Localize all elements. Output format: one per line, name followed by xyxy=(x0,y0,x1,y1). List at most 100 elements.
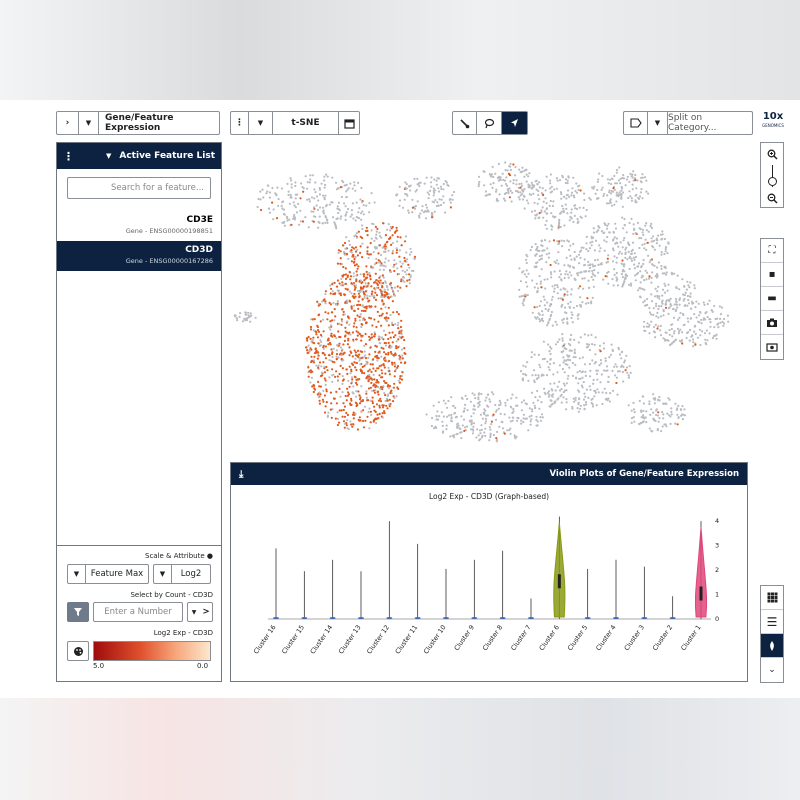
scatter-point xyxy=(334,417,337,420)
brush-tool-button[interactable] xyxy=(453,112,478,134)
scatter-point xyxy=(683,414,687,417)
filter-button[interactable] xyxy=(67,602,89,622)
fit-view-button[interactable]: ⛶ xyxy=(761,239,783,263)
scatter-point xyxy=(518,168,521,171)
caret-down-icon[interactable]: ▼ xyxy=(105,152,112,160)
scatter-point xyxy=(580,249,583,252)
scatter-point xyxy=(319,206,322,209)
info-icon[interactable]: ● xyxy=(206,552,213,560)
scatter-point xyxy=(579,296,582,299)
tsne-scatter-plot[interactable] xyxy=(226,142,756,458)
split-category-selector[interactable]: ▼ Split on Category... xyxy=(623,111,753,135)
violin-base xyxy=(301,617,308,619)
scatter-point xyxy=(543,387,546,390)
scatter-point xyxy=(343,426,346,429)
list-view-button[interactable]: ☰ xyxy=(761,610,783,634)
scatter-point xyxy=(638,195,642,198)
scatter-point xyxy=(369,410,372,413)
scatter-point xyxy=(321,300,324,303)
scatter-point xyxy=(351,355,354,358)
download-icon[interactable]: ⤓ xyxy=(239,468,244,480)
scatter-point xyxy=(355,330,358,333)
palette-button[interactable] xyxy=(67,641,89,661)
scatter-point xyxy=(647,192,650,195)
scatter-point xyxy=(597,391,600,394)
lasso-tool-button[interactable] xyxy=(477,112,502,134)
scatter-point xyxy=(354,234,357,237)
scatter-point xyxy=(680,414,683,417)
split-dropdown-arrow[interactable]: ▼ xyxy=(648,112,668,134)
count-number-input[interactable]: Enter a Number xyxy=(93,602,183,622)
scatter-point xyxy=(604,223,607,226)
tag-button[interactable] xyxy=(624,112,648,134)
plot-menu-button[interactable]: ⋮ xyxy=(231,112,249,134)
projection-dropdown-arrow[interactable]: ▼ xyxy=(79,112,99,134)
scatter-point xyxy=(352,217,355,220)
scatter-point xyxy=(330,324,333,327)
collapse-panel-button[interactable]: ⌄ xyxy=(761,658,783,682)
scatter-point xyxy=(535,418,538,422)
plot-type-selector[interactable]: ⋮ ▼ t-SNE xyxy=(230,111,360,135)
scatter-point xyxy=(458,427,461,430)
scatter-point xyxy=(559,288,562,291)
scatter-point xyxy=(549,352,552,356)
zoom-slider[interactable] xyxy=(761,165,783,187)
scatter-point xyxy=(681,342,684,345)
feature-search-input[interactable]: Search for a feature... xyxy=(67,177,211,199)
scatter-point xyxy=(528,172,531,175)
scatter-point xyxy=(387,292,390,296)
calendar-button[interactable] xyxy=(339,112,359,134)
scatter-point xyxy=(579,336,582,339)
scatter-point xyxy=(705,310,708,314)
screenshot-button[interactable] xyxy=(761,311,783,335)
scatter-point xyxy=(396,365,400,368)
projection-selector[interactable]: › ▼ Gene/Feature Expression xyxy=(56,111,220,135)
zoom-slider-handle[interactable] xyxy=(768,177,777,186)
attribute-select[interactable]: ▼ Feature Max xyxy=(67,564,149,584)
scatter-point xyxy=(328,301,331,304)
scatter-point xyxy=(463,429,466,432)
scatter-point xyxy=(664,265,667,268)
scatter-point xyxy=(694,306,697,309)
scatter-point xyxy=(465,425,469,428)
scatter-point xyxy=(438,198,441,201)
scatter-point xyxy=(675,287,678,290)
scatter-point xyxy=(630,417,634,420)
zoom-in-button[interactable] xyxy=(761,143,783,165)
scatter-point xyxy=(356,334,359,337)
zoom-out-button[interactable] xyxy=(761,187,783,209)
scatter-point xyxy=(395,249,399,252)
violin-view-button[interactable] xyxy=(761,634,783,658)
collapse-panel-button[interactable]: › xyxy=(57,112,79,134)
scatter-point xyxy=(365,305,368,308)
feature-item-cd3e[interactable]: CD3E Gene - ENSG00000198851 xyxy=(57,211,221,241)
snapshot-button[interactable] xyxy=(761,335,783,359)
save-button[interactable]: ▪ xyxy=(761,263,783,287)
export-button[interactable]: ▬ xyxy=(761,287,783,311)
scatter-point xyxy=(365,226,368,229)
panel-menu-icon[interactable]: ⋮ xyxy=(63,149,74,163)
pointer-tool-button[interactable] xyxy=(501,112,527,134)
scatter-point xyxy=(568,359,572,362)
scatter-point xyxy=(636,221,639,224)
operator-select[interactable]: ▼ > xyxy=(187,602,213,622)
plot-type-dropdown-arrow[interactable]: ▼ xyxy=(249,112,273,134)
scatter-point xyxy=(532,401,535,404)
scatter-point xyxy=(557,243,560,246)
scatter-point xyxy=(538,320,542,323)
scale-select[interactable]: ▼ Log2 xyxy=(153,564,211,584)
scatter-point xyxy=(337,187,340,190)
scatter-point xyxy=(603,239,606,242)
scatter-point xyxy=(662,314,665,317)
scatter-point xyxy=(383,294,387,297)
grid-view-button[interactable] xyxy=(761,586,783,610)
scatter-point xyxy=(570,258,573,261)
scatter-point xyxy=(613,255,616,258)
scatter-point xyxy=(488,173,491,176)
scatter-point xyxy=(439,203,443,207)
scatter-point xyxy=(395,262,398,265)
scatter-point xyxy=(373,333,377,336)
feature-item-cd3d[interactable]: CD3D Gene - ENSG00000167286 xyxy=(57,241,221,271)
scatter-point xyxy=(268,196,271,199)
scatter-point xyxy=(309,174,312,177)
